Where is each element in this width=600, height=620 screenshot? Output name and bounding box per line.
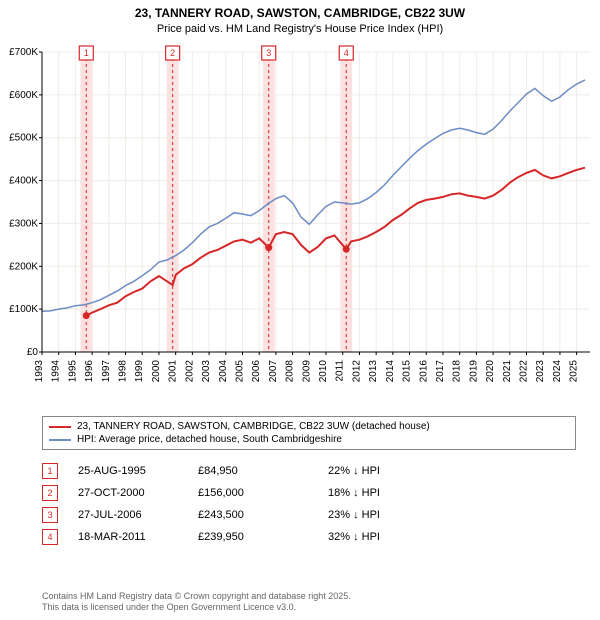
sale-diff: 32% ↓ HPI [328, 531, 438, 543]
sale-price: £84,950 [198, 465, 328, 477]
svg-text:2021: 2021 [502, 360, 513, 383]
svg-text:2008: 2008 [285, 360, 296, 383]
sale-price: £156,000 [198, 487, 328, 499]
svg-text:2016: 2016 [418, 360, 429, 383]
svg-text:4: 4 [344, 48, 349, 58]
svg-text:1997: 1997 [101, 360, 112, 383]
svg-text:£500K: £500K [9, 133, 38, 144]
sale-diff: 23% ↓ HPI [328, 509, 438, 521]
sale-date: 27-OCT-2000 [78, 487, 198, 499]
sales-table: 1 25-AUG-1995£84,95022% ↓ HPI 2 27-OCT-2000… [42, 460, 438, 548]
svg-text:£200K: £200K [9, 261, 38, 272]
svg-text:2023: 2023 [535, 360, 546, 383]
legend-blue-label: HPI: Average price, detached house, Sout… [77, 434, 342, 445]
svg-text:1999: 1999 [134, 360, 145, 383]
legend-swatch-blue [49, 439, 71, 441]
svg-text:2: 2 [170, 48, 175, 58]
chart: 1 2 3 4 £0 £100K £200K £300K £400K £500K £600K £700… [6, 44, 594, 400]
svg-text:2001: 2001 [168, 360, 179, 383]
footer: Contains HM Land Registry data © Crown c… [42, 591, 351, 614]
svg-text:2022: 2022 [519, 360, 530, 383]
sale-diff: 22% ↓ HPI [328, 465, 438, 477]
table-row: 2 27-OCT-2000£156,00018% ↓ HPI [42, 482, 438, 504]
figure: 23, TANNERY ROAD, SAWSTON, CAMBRIDGE, CB… [0, 0, 600, 620]
svg-text:2011: 2011 [335, 360, 346, 382]
sale-date: 27-JUL-2006 [78, 509, 198, 521]
table-row: 1 25-AUG-1995£84,95022% ↓ HPI [42, 460, 438, 482]
svg-text:2020: 2020 [485, 360, 496, 383]
legend: 23, TANNERY ROAD, SAWSTON, CAMBRIDGE, CB… [42, 416, 576, 450]
svg-text:1994: 1994 [51, 360, 62, 383]
footer-line2: This data is licensed under the Open Gov… [42, 602, 351, 614]
svg-text:2019: 2019 [468, 360, 479, 383]
svg-text:2009: 2009 [301, 360, 312, 383]
svg-text:2017: 2017 [435, 360, 446, 383]
svg-text:£100K: £100K [9, 304, 38, 315]
svg-text:2018: 2018 [452, 360, 463, 383]
svg-text:2004: 2004 [218, 360, 229, 383]
svg-text:2007: 2007 [268, 360, 279, 383]
svg-text:2006: 2006 [251, 360, 262, 383]
svg-text:3: 3 [266, 48, 271, 58]
svg-text:2014: 2014 [385, 360, 396, 383]
table-row: 3 27-JUL-2006£243,50023% ↓ HPI [42, 504, 438, 526]
svg-text:£700K: £700K [9, 47, 38, 58]
title-line2: Price paid vs. HM Land Registry's House … [0, 22, 600, 40]
sale-marker-box: 1 [42, 463, 58, 479]
svg-text:2013: 2013 [368, 360, 379, 383]
svg-text:1: 1 [84, 48, 89, 58]
svg-text:2024: 2024 [552, 360, 563, 383]
svg-text:1995: 1995 [67, 360, 78, 383]
svg-text:2015: 2015 [402, 360, 413, 383]
svg-text:£600K: £600K [9, 90, 38, 101]
sale-marker-box: 3 [42, 507, 58, 523]
legend-blue: HPI: Average price, detached house, Sout… [49, 433, 569, 446]
svg-text:£300K: £300K [9, 218, 38, 229]
svg-text:2010: 2010 [318, 360, 329, 383]
sale-date: 18-MAR-2011 [78, 531, 198, 543]
sale-marker-box: 4 [42, 529, 58, 545]
svg-text:1996: 1996 [84, 360, 95, 383]
svg-text:1993: 1993 [34, 360, 45, 383]
svg-text:2012: 2012 [351, 360, 362, 383]
legend-red-label: 23, TANNERY ROAD, SAWSTON, CAMBRIDGE, CB… [77, 421, 430, 432]
sale-price: £239,950 [198, 531, 328, 543]
sale-date: 25-AUG-1995 [78, 465, 198, 477]
svg-text:1998: 1998 [118, 360, 129, 383]
footer-line1: Contains HM Land Registry data © Crown c… [42, 591, 351, 603]
legend-red: 23, TANNERY ROAD, SAWSTON, CAMBRIDGE, CB… [49, 420, 569, 433]
svg-text:2005: 2005 [234, 360, 245, 383]
svg-text:2025: 2025 [569, 360, 580, 383]
svg-text:£0: £0 [27, 347, 39, 358]
svg-text:2003: 2003 [201, 360, 212, 383]
svg-text:£400K: £400K [9, 176, 38, 187]
legend-swatch-red [49, 426, 71, 428]
svg-text:2002: 2002 [184, 360, 195, 383]
sale-diff: 18% ↓ HPI [328, 487, 438, 499]
table-row: 4 18-MAR-2011£239,95032% ↓ HPI [42, 526, 438, 548]
sale-price: £243,500 [198, 509, 328, 521]
svg-text:2000: 2000 [151, 360, 162, 383]
title-line1: 23, TANNERY ROAD, SAWSTON, CAMBRIDGE, CB… [0, 0, 600, 22]
sale-marker-box: 2 [42, 485, 58, 501]
